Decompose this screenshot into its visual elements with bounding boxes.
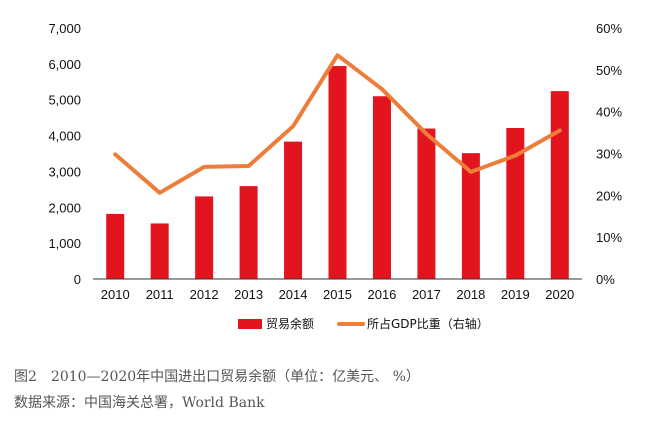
bar-2011: [150, 223, 169, 279]
figure-caption: 图2 2010—2020年中国进出口贸易余额（单位：亿美元、 %）: [14, 369, 420, 385]
x-tick-label: 2016: [367, 287, 396, 302]
left-tick-label: 0: [74, 272, 81, 287]
left-tick-label: 4,000: [48, 129, 81, 144]
bar-2015: [328, 66, 347, 279]
bar-2012: [195, 196, 214, 279]
legend-swatch-bar: [238, 319, 262, 329]
x-tick-label: 2017: [412, 287, 441, 302]
x-tick-label: 2020: [545, 287, 574, 302]
data-source-note: 数据来源：中国海关总署，World Bank: [14, 395, 265, 411]
bar-2020: [550, 91, 569, 279]
legend-label-line: 所占GDP比重（右轴）: [367, 316, 489, 331]
right-tick-label: 60%: [596, 21, 622, 36]
x-tick-label: 2014: [279, 287, 308, 302]
right-tick-label: 30%: [596, 147, 622, 162]
left-tick-label: 3,000: [48, 164, 81, 179]
x-tick-label: 2013: [234, 287, 263, 302]
left-tick-label: 6,000: [48, 57, 81, 72]
bar-2014: [284, 141, 303, 279]
x-tick-label: 2018: [456, 287, 485, 302]
right-tick-label: 0%: [596, 272, 615, 287]
legend-label-bar: 贸易余额: [266, 316, 314, 331]
right-tick-label: 20%: [596, 188, 622, 203]
bar-2016: [372, 96, 391, 279]
bar-2017: [417, 128, 436, 279]
x-tick-label: 2019: [501, 287, 530, 302]
x-tick-label: 2015: [323, 287, 352, 302]
x-tick-label: 2012: [190, 287, 219, 302]
right-tick-label: 40%: [596, 105, 622, 120]
right-tick-label: 10%: [596, 230, 622, 245]
left-tick-label: 2,000: [48, 200, 81, 215]
bar-2018: [461, 153, 480, 279]
bar-2019: [506, 128, 525, 279]
left-tick-label: 5,000: [48, 93, 81, 108]
left-tick-label: 1,000: [48, 236, 81, 251]
combo-chart: 0 1,000 2,000 3,000 4,000 5,000 6,000 7,000 0% 10…: [48, 21, 622, 331]
bar-2013: [239, 186, 258, 279]
left-tick-label: 7,000: [48, 21, 81, 36]
x-tick-label: 2010: [101, 287, 130, 302]
right-tick-label: 50%: [596, 63, 622, 78]
bar-2010: [106, 213, 125, 279]
x-tick-label: 2011: [146, 287, 174, 302]
line-gdp-share: [113, 53, 562, 195]
